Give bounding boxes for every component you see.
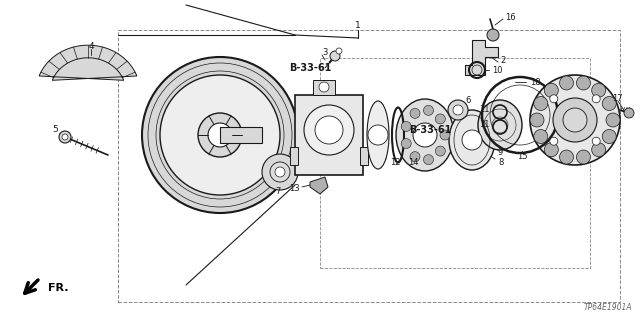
Ellipse shape (449, 110, 495, 170)
Circle shape (208, 123, 232, 147)
Circle shape (319, 82, 329, 92)
Circle shape (270, 162, 290, 182)
Circle shape (330, 51, 340, 61)
Bar (290, 147, 298, 165)
Circle shape (440, 130, 450, 140)
Polygon shape (465, 40, 498, 75)
Circle shape (62, 134, 68, 140)
Circle shape (160, 75, 280, 195)
Circle shape (577, 150, 591, 164)
Text: 9: 9 (497, 148, 502, 156)
Circle shape (424, 155, 433, 164)
Bar (360, 147, 368, 165)
Circle shape (544, 143, 558, 157)
Text: 11: 11 (479, 105, 490, 114)
Text: 12: 12 (390, 157, 401, 166)
Text: 17: 17 (612, 93, 622, 102)
Circle shape (198, 113, 242, 157)
Circle shape (315, 116, 343, 144)
Circle shape (530, 113, 544, 127)
Text: TP64E1901A: TP64E1901A (584, 303, 632, 312)
Ellipse shape (396, 99, 454, 171)
Bar (118, 30, 620, 302)
Circle shape (602, 97, 616, 110)
Circle shape (550, 95, 558, 103)
Circle shape (59, 131, 71, 143)
Text: 4: 4 (88, 42, 94, 51)
Text: 11: 11 (479, 119, 490, 129)
Text: 3: 3 (323, 47, 328, 57)
Circle shape (624, 108, 634, 118)
Circle shape (606, 113, 620, 127)
Text: 10: 10 (492, 66, 502, 75)
Text: FR.: FR. (48, 283, 68, 293)
Circle shape (453, 105, 463, 115)
Circle shape (368, 125, 388, 145)
Polygon shape (310, 177, 328, 194)
Circle shape (413, 123, 437, 147)
Text: 1: 1 (355, 20, 361, 29)
Circle shape (592, 137, 600, 145)
Circle shape (401, 139, 412, 148)
Circle shape (559, 150, 573, 164)
Circle shape (435, 114, 445, 124)
Polygon shape (39, 45, 137, 80)
Circle shape (304, 105, 354, 155)
Text: 16: 16 (505, 12, 516, 21)
Text: 6: 6 (465, 95, 470, 105)
Bar (295, 95, 363, 175)
Circle shape (401, 122, 412, 132)
Bar (220, 127, 262, 143)
Circle shape (534, 97, 548, 110)
Circle shape (424, 105, 433, 116)
Text: 13: 13 (289, 183, 300, 193)
Bar (320, 58, 590, 268)
Ellipse shape (367, 101, 389, 169)
Circle shape (448, 100, 468, 120)
Text: B-33-61: B-33-61 (289, 63, 331, 73)
Circle shape (142, 57, 298, 213)
Circle shape (550, 137, 558, 145)
Text: 14: 14 (408, 157, 419, 166)
Circle shape (462, 130, 482, 150)
Circle shape (592, 83, 605, 97)
Text: B-33-61: B-33-61 (409, 125, 451, 135)
Text: 18: 18 (530, 77, 541, 86)
Bar (313, 80, 335, 95)
Circle shape (336, 48, 342, 54)
Text: 7: 7 (275, 188, 281, 196)
Circle shape (592, 143, 605, 157)
Circle shape (553, 98, 597, 142)
Circle shape (577, 76, 591, 90)
Ellipse shape (478, 100, 522, 150)
Circle shape (563, 108, 587, 132)
Circle shape (544, 83, 558, 97)
Circle shape (410, 152, 420, 162)
Circle shape (602, 130, 616, 143)
Circle shape (487, 29, 499, 41)
Circle shape (410, 108, 420, 118)
Circle shape (262, 154, 298, 190)
Circle shape (534, 130, 548, 143)
Circle shape (275, 167, 285, 177)
Circle shape (559, 76, 573, 90)
Text: 8: 8 (498, 157, 504, 166)
Circle shape (435, 146, 445, 156)
Text: 2: 2 (500, 55, 505, 65)
Text: 15: 15 (516, 151, 527, 161)
Circle shape (530, 75, 620, 165)
Text: 5: 5 (52, 124, 58, 133)
Circle shape (592, 95, 600, 103)
